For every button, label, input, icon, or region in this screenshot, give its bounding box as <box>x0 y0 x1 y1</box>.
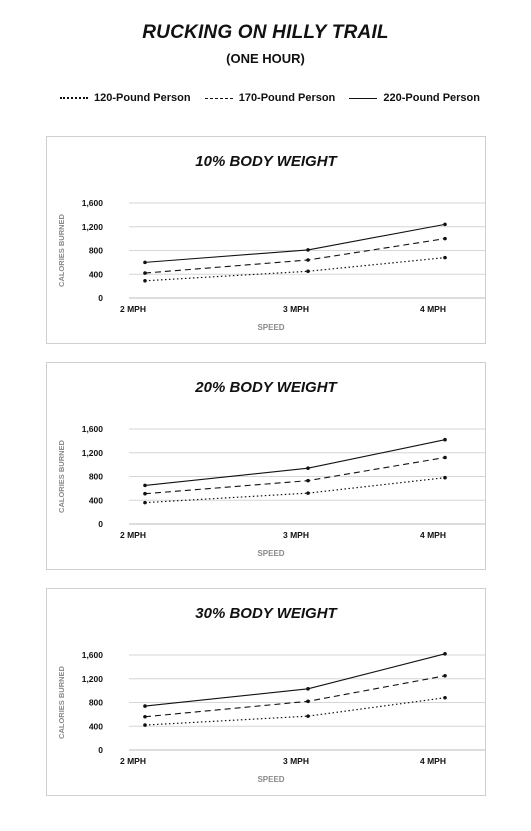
x-tick-label: 3 MPH <box>283 530 309 540</box>
x-tick-label: 2 MPH <box>120 756 146 766</box>
series-line-2 <box>144 456 446 495</box>
legend-item-170: 170-Pound Person <box>204 92 336 104</box>
y-axis-label: CALORIES BURNED <box>57 439 66 513</box>
x-tick-label: 4 MPH <box>420 530 446 540</box>
y-tick-label: 400 <box>89 495 103 505</box>
data-point-series-2 <box>443 236 447 241</box>
y-tick-label: 400 <box>89 721 103 731</box>
data-point-series-1 <box>306 491 310 495</box>
x-tick-label: 3 MPH <box>283 304 309 314</box>
x-tick-label: 2 MPH <box>120 530 146 540</box>
legend-swatch-dashed <box>204 97 233 99</box>
page-title: RUCKING ON HILLY TRAIL <box>142 22 389 43</box>
data-point-series-3 <box>443 222 447 227</box>
y-tick-label: 400 <box>89 269 103 279</box>
y-tick-label: 0 <box>98 745 103 755</box>
data-point-series-3 <box>143 483 147 488</box>
x-axis-label: SPEED <box>257 775 284 784</box>
legend-label-220: 220-Pound Person <box>383 92 480 104</box>
series-line-3 <box>144 653 446 707</box>
x-axis-label: SPEED <box>257 323 284 332</box>
data-point-series-3 <box>443 652 447 656</box>
x-tick-label: 4 MPH <box>420 304 446 314</box>
y-tick-label: 1,600 <box>82 650 104 660</box>
data-point-series-1 <box>143 723 147 727</box>
data-point-series-1 <box>443 475 447 480</box>
chart-panel-10: 10% BODY WEIGHT 0 400 800 1,200 1,600 CALORIES… <box>46 136 486 344</box>
data-point-series-3 <box>306 248 310 252</box>
x-tick-label: 3 MPH <box>283 756 309 766</box>
page-subtitle: (ONE HOUR) <box>226 51 305 66</box>
series-line-2 <box>144 675 446 718</box>
y-tick-label: 1,600 <box>82 424 104 434</box>
chart-panel-30: 30% BODY WEIGHT 0 400 800 1,200 1,600 CALORIES… <box>46 588 486 796</box>
data-point-series-1 <box>306 269 310 274</box>
x-tick-label: 4 MPH <box>420 756 446 766</box>
data-point-series-1 <box>306 714 310 718</box>
chart-title: 30% BODY WEIGHT <box>195 605 338 622</box>
chart-title: 20% BODY WEIGHT <box>194 379 338 396</box>
chart-title: 10% BODY WEIGHT <box>195 153 338 170</box>
series-line-2 <box>144 238 446 274</box>
chart-10-percent: 10% BODY WEIGHT 0 400 800 1,200 1,600 CALORIES… <box>57 153 485 332</box>
data-point-series-3 <box>443 437 447 442</box>
data-point-series-3 <box>143 260 147 265</box>
data-point-series-3 <box>306 687 310 691</box>
y-tick-label: 800 <box>89 472 103 482</box>
legend-item-120: 120-Pound Person <box>60 92 191 104</box>
y-tick-label: 1,200 <box>82 674 104 684</box>
y-axis-label: CALORIES BURNED <box>57 665 66 739</box>
data-point-series-3 <box>143 704 147 708</box>
data-point-series-2 <box>143 714 147 719</box>
data-point-series-2 <box>443 673 447 678</box>
y-tick-label: 0 <box>98 293 103 303</box>
series-line-3 <box>144 439 446 486</box>
data-point-series-2 <box>306 699 310 704</box>
data-point-series-2 <box>306 478 310 483</box>
x-axis-label: SPEED <box>257 549 284 558</box>
legend-swatch-solid <box>349 97 378 99</box>
data-point-series-1 <box>443 255 447 260</box>
chart-30-percent: 30% BODY WEIGHT 0 400 800 1,200 1,600 CALORIES… <box>57 605 485 784</box>
chart-panel-20: 20% BODY WEIGHT 0 400 800 1,200 1,600 CALORIES… <box>46 362 486 570</box>
data-point-series-1 <box>443 695 447 700</box>
data-point-series-2 <box>143 271 147 275</box>
y-tick-label: 1,200 <box>82 448 104 458</box>
series-line-3 <box>144 223 446 263</box>
data-point-series-3 <box>306 466 310 470</box>
y-tick-label: 1,200 <box>82 222 104 232</box>
legend: 120-Pound Person 170-Pound Person 220-Po… <box>60 90 480 106</box>
legend-label-170: 170-Pound Person <box>238 92 336 104</box>
legend-item-220: 220-Pound Person <box>349 92 480 104</box>
y-tick-label: 800 <box>89 698 103 708</box>
y-tick-label: 0 <box>98 519 103 529</box>
data-point-series-1 <box>143 278 147 283</box>
legend-label-120: 120-Pound Person <box>94 92 191 104</box>
y-tick-label: 1,600 <box>82 198 104 208</box>
legend-swatch-dotted <box>60 97 88 99</box>
x-tick-label: 2 MPH <box>120 304 146 314</box>
data-point-series-2 <box>443 455 447 460</box>
data-point-series-1 <box>143 500 147 505</box>
y-tick-label: 800 <box>89 246 103 256</box>
data-point-series-2 <box>306 258 310 262</box>
chart-20-percent: 20% BODY WEIGHT 0 400 800 1,200 1,600 CALORIES… <box>57 379 485 558</box>
y-axis-label: CALORIES BURNED <box>57 213 66 287</box>
data-point-series-2 <box>143 491 147 496</box>
